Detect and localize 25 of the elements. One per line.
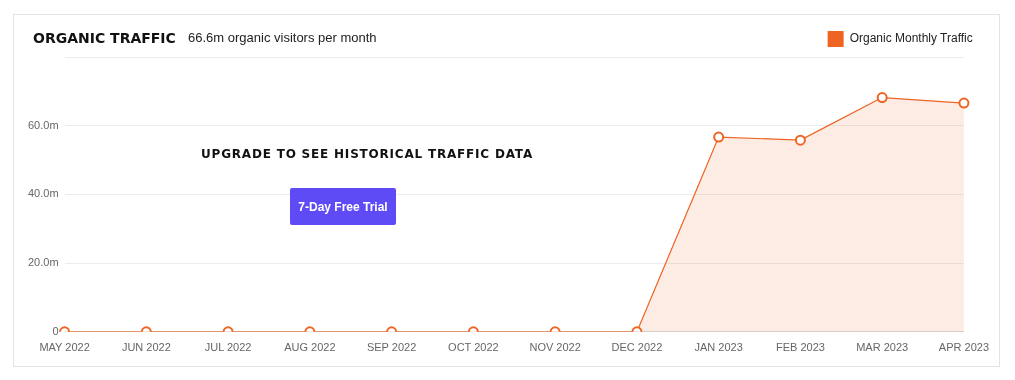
- y-tick-label: 0: [52, 324, 59, 337]
- point: [713, 131, 725, 143]
- x-tick-label: APR 2023: [938, 341, 990, 354]
- annotation: UPGRADE TO SEE HISTORICAL TRAFFIC DATA: [201, 147, 534, 161]
- y-tick-label: 20.0m: [27, 256, 59, 269]
- x-tick-label: DEC 2022: [611, 341, 663, 354]
- x-tick-label: SEP 2022: [366, 341, 417, 354]
- legend-label: Organic Monthly Traffic: [849, 31, 973, 46]
- point: [794, 134, 806, 146]
- x-tick-label: FEB 2023: [775, 341, 825, 354]
- x-tick-label: OCT 2022: [448, 341, 499, 354]
- x-tick-label: MAY 2022: [39, 341, 90, 354]
- point: [876, 92, 888, 104]
- x-tick-label: NOV 2022: [529, 341, 581, 354]
- x-tick-label: JAN 2023: [694, 341, 743, 354]
- y-tick-label: 60.0m: [27, 118, 59, 131]
- x-tick-label: JUL 2022: [204, 341, 252, 354]
- y-tick-label: 40.0m: [27, 187, 59, 200]
- x-tick-label: AUG 2022: [284, 341, 336, 354]
- x-tick-label: JUN 2022: [121, 341, 171, 354]
- x-tick-label: MAR 2023: [856, 341, 909, 354]
- chart-subtitle: 66.6m organic visitors per month: [188, 30, 377, 45]
- trial-button: 7-Day Free Trial: [290, 188, 396, 225]
- chart-title: ORGANIC TRAFFIC: [33, 30, 176, 46]
- point: [958, 97, 970, 109]
